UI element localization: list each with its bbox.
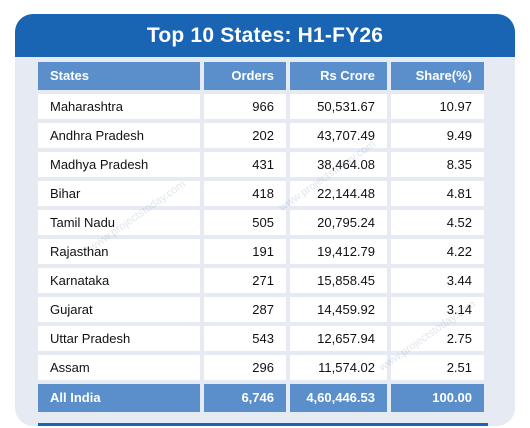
table-row-orders: 431 [204, 152, 286, 177]
table-row-crore: 15,858.45 [290, 268, 387, 293]
table-row-crore: 50,531.67 [290, 94, 387, 119]
table-row-state: Assam [38, 355, 200, 380]
bottom-divider [38, 423, 488, 426]
table-row-share: 9.49 [391, 123, 484, 148]
table-row-crore: 38,464.08 [290, 152, 387, 177]
table-row-share: 10.97 [391, 94, 484, 119]
total-row-orders: 6,746 [204, 384, 286, 412]
table-row-share: 4.81 [391, 181, 484, 206]
table-row-share: 4.22 [391, 239, 484, 264]
table-row-crore: 22,144.48 [290, 181, 387, 206]
header-share: Share(%) [391, 62, 484, 90]
table-row-state: Gujarat [38, 297, 200, 322]
total-row-share: 100.00 [391, 384, 484, 412]
header-crore: Rs Crore [290, 62, 387, 90]
table-row-orders: 966 [204, 94, 286, 119]
table-row-crore: 20,795.24 [290, 210, 387, 235]
table-row-orders: 296 [204, 355, 286, 380]
table-row-state: Andhra Pradesh [38, 123, 200, 148]
table-row-share: 3.14 [391, 297, 484, 322]
table-row-share: 4.52 [391, 210, 484, 235]
table-row-share: 2.51 [391, 355, 484, 380]
table-row-orders: 505 [204, 210, 286, 235]
table-row-orders: 287 [204, 297, 286, 322]
table-row-share: 3.44 [391, 268, 484, 293]
table-row-state: Uttar Pradesh [38, 326, 200, 351]
table-row-share: 2.75 [391, 326, 484, 351]
table-row-orders: 271 [204, 268, 286, 293]
table-row-crore: 19,412.79 [290, 239, 387, 264]
page-title: Top 10 States: H1-FY26 [146, 23, 384, 47]
table-row-state: Karnataka [38, 268, 200, 293]
table-row-crore: 14,459.92 [290, 297, 387, 322]
table-row-state: Madhya Pradesh [38, 152, 200, 177]
table-row-orders: 191 [204, 239, 286, 264]
table-row-state: Tamil Nadu [38, 210, 200, 235]
table-card: Top 10 States: H1-FY26 States Orders Rs … [15, 14, 515, 426]
table-row-crore: 11,574.02 [290, 355, 387, 380]
table-row-crore: 43,707.49 [290, 123, 387, 148]
table-row-state: Bihar [38, 181, 200, 206]
states-table: States Orders Rs Crore Share(%) Maharash… [38, 62, 484, 412]
table-row-orders: 418 [204, 181, 286, 206]
table-row-orders: 543 [204, 326, 286, 351]
title-bar: Top 10 States: H1-FY26 [15, 14, 515, 57]
table-row-state: Maharashtra [38, 94, 200, 119]
total-row-crore: 4,60,446.53 [290, 384, 387, 412]
header-states: States [38, 62, 200, 90]
table-row-share: 8.35 [391, 152, 484, 177]
table-row-orders: 202 [204, 123, 286, 148]
total-row-state: All India [38, 384, 200, 412]
header-orders: Orders [204, 62, 286, 90]
table-row-crore: 12,657.94 [290, 326, 387, 351]
table-row-state: Rajasthan [38, 239, 200, 264]
